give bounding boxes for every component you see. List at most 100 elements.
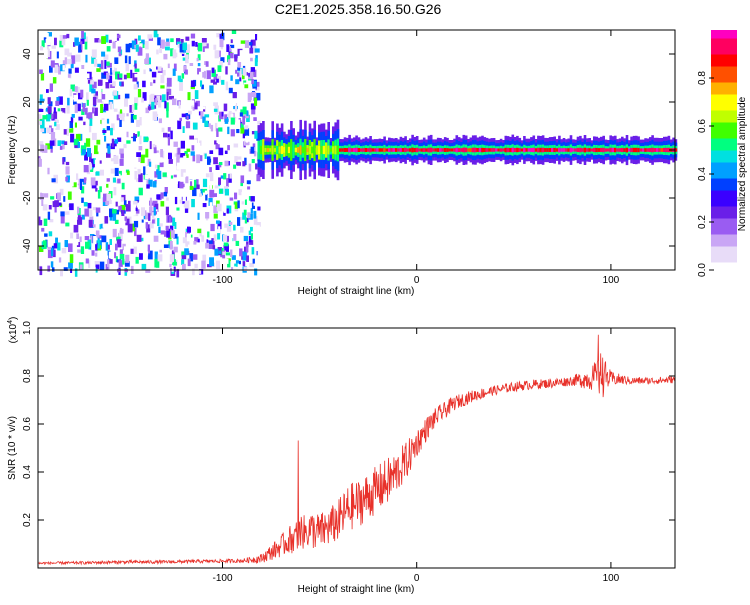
spectrogram-cell — [637, 147, 640, 153]
spectrogram-cell — [50, 60, 55, 68]
spectrogram-cell — [215, 165, 220, 170]
spectrogram-cell — [147, 244, 150, 254]
spectrogram-cell — [166, 109, 169, 118]
spectrogram-cell — [171, 265, 174, 272]
spectrogram-cell — [150, 93, 155, 98]
spectrogram-cell — [202, 116, 206, 123]
spectrogram-cell — [234, 207, 239, 212]
spectrogram-cell — [61, 112, 65, 121]
spectrogram-cell — [46, 60, 50, 66]
spectrogram-cell — [139, 253, 143, 260]
spectrogram-cell — [194, 179, 197, 188]
spectrogram-cell — [191, 199, 195, 208]
spectrogram-cell — [169, 225, 174, 232]
spectrogram-cell — [91, 158, 94, 168]
spectrogram-cell — [99, 150, 103, 154]
spectrogram-cell — [348, 147, 351, 153]
spectrogram-cell — [227, 55, 231, 63]
spectrogram-cell — [121, 40, 126, 47]
spectrogram-cell — [109, 199, 112, 204]
spectrogram-cell — [214, 122, 218, 132]
colorbar-step — [711, 146, 737, 151]
spectrogram-cell — [218, 250, 222, 254]
spectrogram-cell — [155, 98, 158, 106]
spectrogram-cell — [325, 146, 328, 154]
spectrogram-cell — [92, 96, 97, 106]
spectrogram-cell — [74, 67, 79, 73]
snr-multiplier-base: (x10 — [8, 323, 19, 343]
spectrogram-cell — [45, 143, 50, 150]
spectrogram-cell — [92, 158, 96, 164]
spectrogram-cell — [476, 148, 480, 152]
spectrogram-cell — [218, 226, 221, 234]
spectrogram-cell — [143, 69, 146, 75]
spectrogram-cell — [201, 260, 206, 269]
spectrogram-cell — [226, 235, 229, 242]
colorbar-step — [711, 162, 737, 167]
spectrogram-cell — [46, 114, 51, 122]
spectrogram-cell — [103, 193, 108, 203]
spectrogram-cell — [59, 145, 63, 150]
colorbar-step — [711, 182, 737, 187]
spectrogram-cell — [39, 69, 43, 74]
spectrogram-cell — [51, 113, 54, 120]
spectrogram-cell — [106, 61, 110, 66]
spectrogram-cell — [114, 209, 119, 215]
spectrogram-cell — [74, 268, 78, 277]
spectrogram-cell — [128, 200, 131, 205]
spectrogram-cell — [216, 33, 222, 38]
spectrogram-cell — [69, 254, 74, 263]
spectrogram-cell — [195, 179, 199, 187]
spectrogram-cell — [216, 220, 220, 224]
spectrogram-cell — [223, 242, 229, 247]
spectrogram-cell — [194, 263, 198, 269]
spectrogram-cell — [453, 148, 456, 152]
spectrogram-cell — [101, 235, 107, 243]
spectrogram-cell — [234, 249, 240, 259]
spectrogram-cell — [181, 251, 186, 257]
spectrogram-cell — [70, 62, 74, 69]
spectrogram-cell — [455, 147, 459, 153]
spectrogram-cell — [406, 148, 410, 152]
spectrogram-cell — [191, 40, 195, 47]
spectrogram-cell — [53, 107, 56, 114]
spectrogram-cell — [320, 145, 323, 155]
spectrogram-cell — [138, 146, 143, 151]
spectrogram-cell — [169, 95, 174, 100]
spectrogram-cell — [136, 202, 141, 207]
spectrogram-cell — [350, 148, 354, 152]
spectrogram-cell — [254, 58, 258, 67]
spectrogram-cell — [211, 69, 216, 77]
spectrogram-cell — [523, 147, 526, 153]
spectrogram-cell — [120, 197, 124, 202]
spectrogram-cell — [218, 127, 223, 132]
spectrogram-cell — [220, 267, 224, 274]
spectrogram-cell — [48, 231, 53, 237]
spectrogram-cell — [149, 221, 154, 229]
spectrogram-cell — [42, 240, 47, 249]
colorbar-step — [711, 58, 737, 63]
spectrogram-cell — [124, 268, 128, 273]
colorbar-step — [711, 126, 737, 131]
spectrogram-cell — [131, 40, 136, 50]
spectrogram-cell — [68, 68, 72, 74]
spectrogram-cell — [145, 53, 149, 60]
spectrogram-cell — [118, 111, 123, 119]
spectrogram-cell — [58, 65, 61, 75]
spectrogram-cell — [187, 258, 191, 267]
colorbar-step — [711, 86, 737, 91]
spectrogram-cell — [69, 89, 73, 97]
spectrogram-cell — [95, 252, 98, 257]
spectrogram-cell — [658, 148, 661, 152]
spectrogram-cell — [56, 97, 60, 102]
spectrogram-cell — [56, 51, 59, 59]
spectrogram-cell — [595, 147, 598, 153]
spectrogram-cell — [128, 130, 134, 137]
spectrogram-cell — [151, 31, 155, 38]
spectrogram-cell — [226, 44, 230, 52]
spectrogram-cell — [227, 145, 230, 151]
spectrogram-cell — [249, 240, 254, 245]
spectrogram-cell — [156, 49, 159, 55]
snr-panel: -100 0 100 0.2 0.4 0.6 0.8 1.0 Height of straig… — [7, 317, 676, 595]
spectrogram-cell — [39, 245, 44, 252]
